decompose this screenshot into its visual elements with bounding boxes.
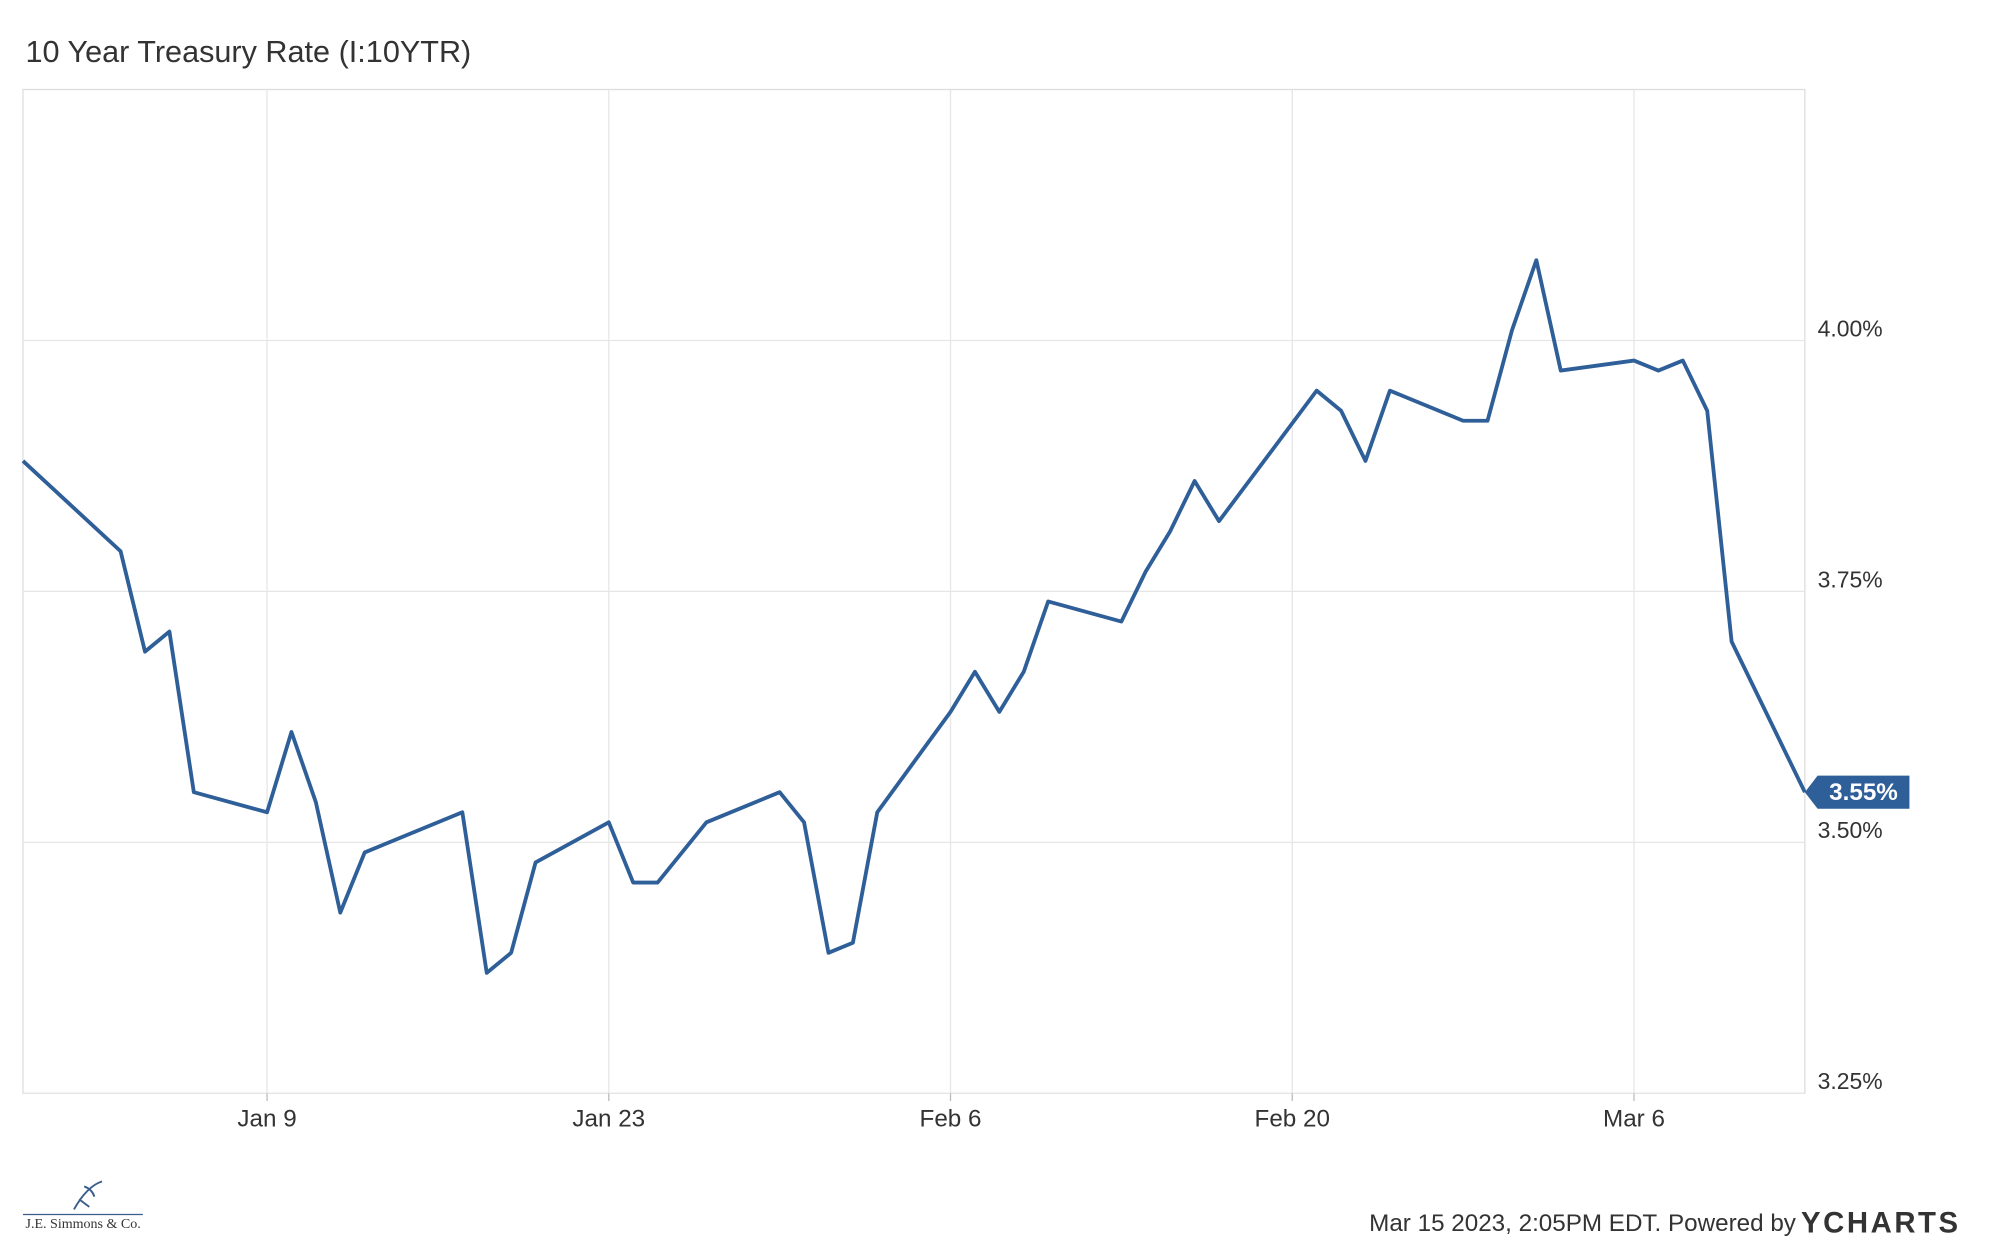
chart-title: 10 Year Treasury Rate (I:10YTR) — [26, 35, 472, 69]
y-tick-label: 3.75% — [1818, 566, 1883, 592]
timestamp: Mar 15 2023, 2:05PM EDT. Powered by — [1369, 1210, 1797, 1237]
x-tick-label: Mar 6 — [1603, 1106, 1665, 1133]
y-tick-label: 3.25% — [1818, 1068, 1883, 1094]
x-tick-label: Jan 9 — [237, 1106, 296, 1133]
x-tick-label: Feb 20 — [1255, 1106, 1330, 1133]
x-tick-label: Jan 23 — [572, 1106, 645, 1133]
y-tick-label: 3.50% — [1818, 817, 1883, 843]
logo-text: J.E. Simmons & Co. — [26, 1216, 141, 1232]
last-value-flag — [1804, 775, 1910, 809]
grid — [22, 89, 1805, 1094]
brand: YCHARTS — [1801, 1206, 1961, 1239]
y-tick-label: 4.00% — [1818, 315, 1883, 341]
data-line — [21, 258, 1807, 975]
last-value-label: 3.55% — [1829, 779, 1898, 806]
logo: J.E. Simmons & Co. — [22, 1180, 143, 1232]
x-tick-label: Feb 6 — [920, 1106, 982, 1133]
